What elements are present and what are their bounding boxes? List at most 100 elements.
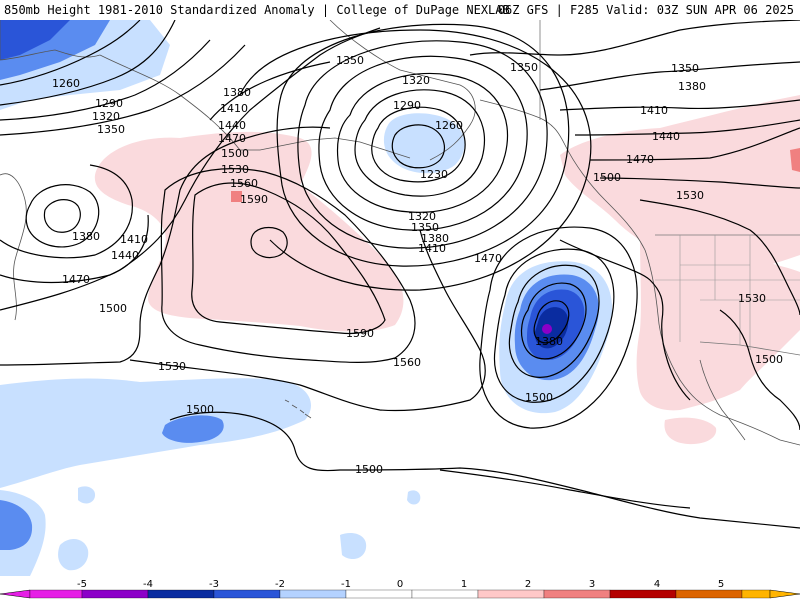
contour-label: 1500	[593, 171, 621, 184]
contour-low-1320	[336, 72, 509, 213]
positive-anomaly-shading	[94, 95, 800, 445]
contour-west-1470	[0, 214, 149, 284]
contour-low-1410	[276, 23, 570, 267]
contour-west-1440	[0, 164, 133, 259]
contour-label: 1590	[346, 327, 374, 340]
legend-segment	[345, 589, 413, 599]
legend-ticks: -5 -4 -3 -2 -1 0 1 2 3 4 5	[77, 579, 724, 590]
legend-segment	[279, 589, 347, 599]
contour-label: 1530	[738, 292, 766, 305]
contour-label: 1500	[355, 463, 383, 476]
contour-label: 1260	[435, 119, 463, 132]
anomaly-region-small-patch-1	[78, 486, 96, 504]
contour-west-low-1380	[43, 199, 81, 233]
anomaly-map: 1260 1290 1320 1350 1350 1380 1410 1440 …	[0, 20, 800, 576]
contour-label: 1350	[97, 123, 125, 136]
anomaly-region-small-patch-2	[340, 532, 367, 560]
contour-cutoff-1380	[533, 300, 570, 344]
legend-tick: 4	[654, 579, 660, 590]
contour-label: 1560	[230, 177, 258, 190]
contour-label: 1380	[223, 86, 251, 99]
contour-1560-ridge	[160, 168, 416, 363]
legend-tick: -5	[77, 579, 87, 590]
contour-ne-1500	[599, 177, 800, 189]
contour-low-1380	[297, 40, 548, 249]
contour-cutoff-1440	[508, 264, 600, 378]
contour-ne-1530	[639, 199, 800, 316]
contour-low-1290	[354, 89, 485, 197]
contour-1500-north	[0, 27, 381, 311]
legend-segment	[213, 589, 281, 599]
contour-label: 1380	[535, 335, 563, 348]
legend-segment	[741, 589, 771, 599]
contour-ne-1350	[469, 20, 800, 56]
contour-cutoff-1470	[493, 248, 615, 403]
contour-label: 1410	[640, 104, 668, 117]
anomaly-region-western-na-lower	[636, 235, 800, 411]
contour-label: 1470	[218, 132, 246, 145]
anomaly-region-nw-strong	[0, 20, 70, 60]
contour-low-1230	[391, 124, 446, 169]
legend-segment	[29, 589, 83, 599]
contour-label: 1320	[408, 210, 436, 223]
anomaly-region-pacific-ridge	[94, 131, 404, 332]
contour-label: 1410	[120, 233, 148, 246]
contour-label: 1440	[652, 130, 680, 143]
contour-label: 1410	[418, 242, 446, 255]
anomaly-region-pacific-ridge-core	[231, 191, 242, 202]
contour-label: 1500	[186, 403, 214, 416]
contour-label: 1470	[62, 273, 90, 286]
contour-label: 1500	[525, 391, 553, 404]
contour-label: 1380	[421, 232, 449, 245]
anomaly-region-sw-medium	[0, 500, 33, 550]
contour-east-1500	[719, 309, 800, 431]
contour-label: 1350	[411, 221, 439, 234]
contour-label: 1500	[755, 353, 783, 366]
anomaly-region-subtropical-patch	[162, 415, 224, 443]
anomaly-region-cutoff-low-extreme	[542, 324, 552, 334]
contour-cutoff-1500	[479, 226, 638, 429]
contour-1590-ridge	[191, 182, 386, 335]
legend-segment	[411, 589, 479, 599]
legend-segment	[147, 589, 215, 599]
anomaly-region-small-patch-3	[407, 490, 421, 505]
contour-label: 1500	[99, 302, 127, 315]
contour-ne-1410	[559, 99, 800, 111]
contour-label: 1350	[510, 61, 538, 74]
legend-tick: 5	[718, 579, 724, 590]
contour-label: 1320	[92, 110, 120, 123]
contour-label: 1500	[221, 147, 249, 160]
contour-1530-ridge	[0, 126, 331, 366]
coastline-western-na	[564, 144, 800, 446]
contour-label: 1530	[676, 189, 704, 202]
contour-label: 1320	[402, 74, 430, 87]
hawaii	[284, 399, 312, 419]
legend-arrow-right	[769, 589, 800, 599]
contour-label: 1260	[52, 77, 80, 90]
legend-segment	[81, 589, 149, 599]
legend-tick: -2	[275, 579, 285, 590]
anomaly-region-western-na-upper	[560, 95, 800, 272]
contour-label: 1440	[111, 249, 139, 262]
contour-label: 1440	[218, 119, 246, 132]
contour-1500-far-south	[439, 469, 691, 509]
contour-label: 1380	[678, 80, 706, 93]
contour-label: 1350	[336, 54, 364, 67]
color-legend: -5 -4 -3 -2 -1 0 1 2 3 4 5	[0, 576, 800, 600]
contour-west-low-1410	[25, 184, 100, 248]
contour-label: 1410	[220, 102, 248, 115]
border-us-mexico	[699, 341, 800, 356]
legend-tick: -1	[341, 579, 351, 590]
contour-1530-south	[129, 229, 486, 412]
contour-1440	[239, 29, 592, 291]
contour-nw-1260	[0, 20, 141, 86]
legend-segment	[675, 589, 743, 599]
contour-label: 1230	[420, 168, 448, 181]
contour-label: 1290	[393, 99, 421, 112]
contour-ne-1470	[589, 127, 800, 161]
contour-cutoff-1410	[520, 282, 587, 360]
legend-bar: -5 -4 -3 -2 -1 0 1 2 3 4 5	[0, 579, 800, 599]
coastline-baja	[699, 359, 746, 441]
contour-label: 1470	[626, 153, 654, 166]
contour-label: 1470	[474, 252, 502, 265]
